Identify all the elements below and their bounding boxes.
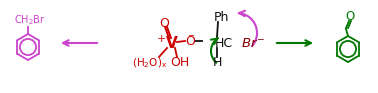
Text: V: V: [166, 36, 178, 50]
Text: H: H: [212, 57, 222, 69]
Text: OH: OH: [170, 57, 190, 69]
Text: −: −: [187, 32, 195, 40]
Text: $\mathsf{CH_2Br}$: $\mathsf{CH_2Br}$: [14, 13, 46, 27]
Text: Ph: Ph: [213, 11, 229, 24]
Text: O: O: [159, 16, 169, 29]
Text: O: O: [345, 9, 355, 23]
Text: O: O: [185, 35, 195, 48]
Text: $\mathsf{(H_2O)_x}$: $\mathsf{(H_2O)_x}$: [132, 56, 167, 70]
Text: $\mathit{Br}^{-}$: $\mathit{Br}^{-}$: [241, 36, 265, 49]
Text: +: +: [156, 34, 166, 44]
Text: HC: HC: [215, 36, 233, 49]
